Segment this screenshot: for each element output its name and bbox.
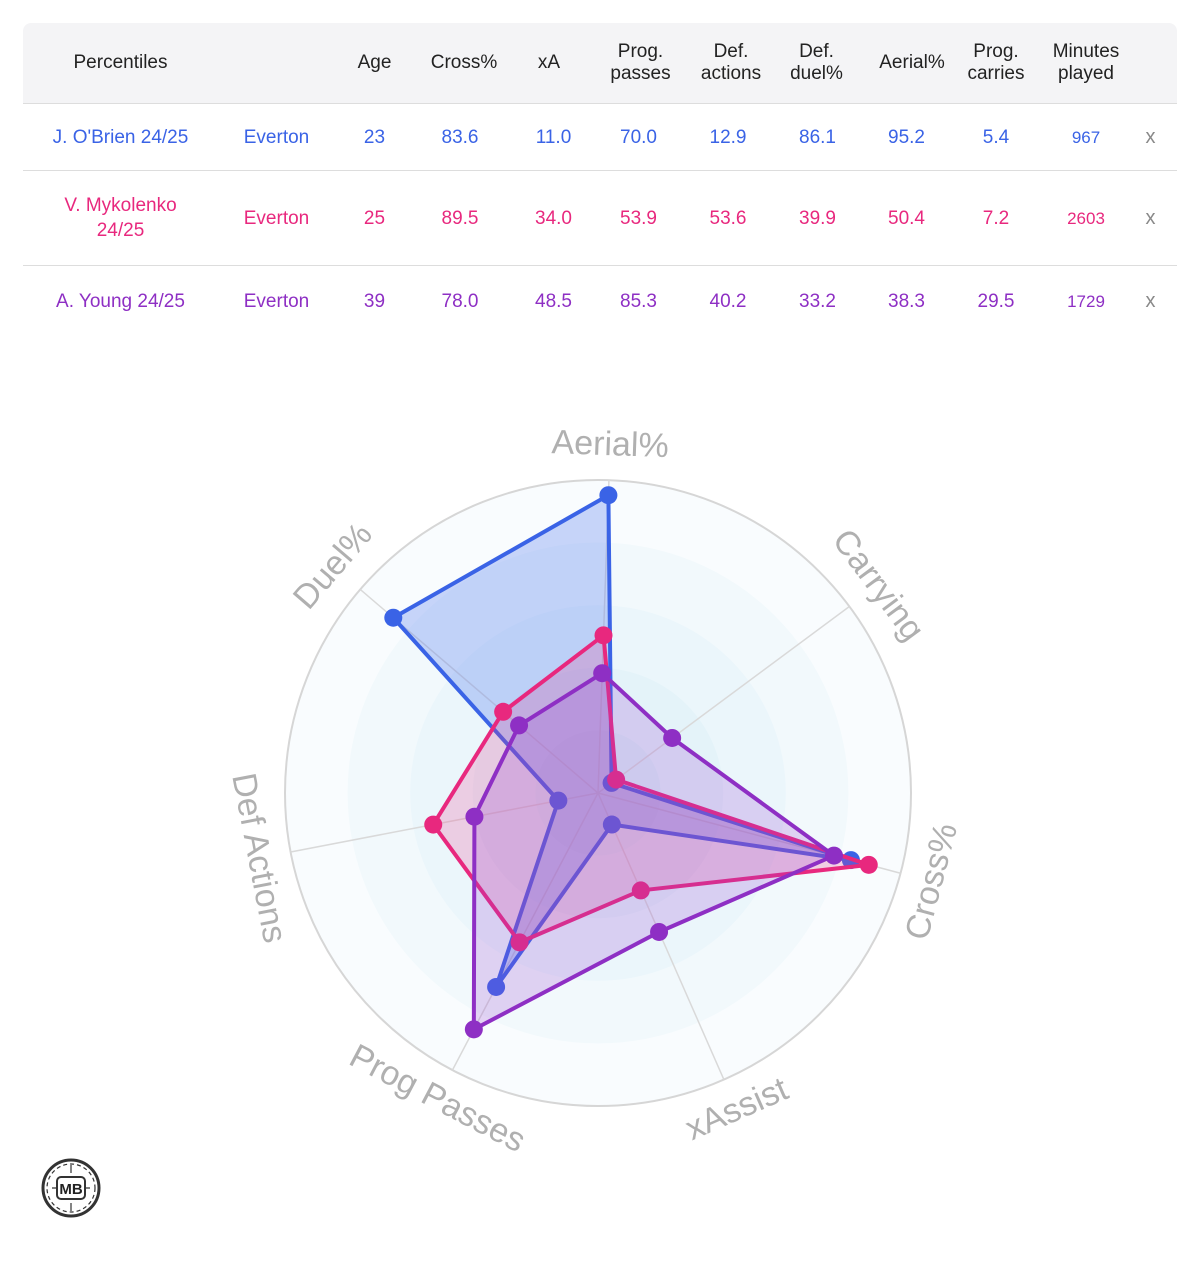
comparison-table: Percentiles Age Cross% xA Prog. passes D… [23, 23, 1177, 336]
cross-value: 83.6 [441, 126, 479, 148]
series-polygon [471, 671, 836, 1032]
table-header: Percentiles Age Cross% xA Prog. passes D… [23, 23, 1177, 104]
def-actions-value: 12.9 [709, 126, 747, 148]
data-point [424, 815, 443, 834]
remove-row-button[interactable]: x [1145, 289, 1156, 312]
aerial-value: 50.4 [888, 207, 925, 229]
header-def-duel[interactable]: Def. duel% [790, 41, 843, 84]
xa-value: 11.0 [535, 126, 572, 148]
data-point [510, 716, 529, 735]
team-name: Everton [243, 126, 310, 148]
minutes-value: 967 [1071, 127, 1101, 147]
prog-passes-value: 70.0 [620, 126, 657, 148]
table-row: J. O'Brien 24/25 Everton 23 83.6 11.0 70… [23, 104, 1177, 171]
data-point [510, 933, 529, 952]
xa-value: 34.0 [535, 207, 572, 229]
prog-passes-value: 85.3 [620, 290, 657, 312]
def-actions-value: 53.6 [709, 207, 747, 229]
def-actions-value: 40.2 [709, 290, 747, 312]
axis-spoke [597, 605, 850, 794]
data-point [464, 1020, 483, 1039]
data-point [607, 770, 626, 789]
table-row: A. Young 24/25 Everton 39 78.0 48.5 85.3… [23, 266, 1177, 336]
radar-chart: Aerial% Carrying Cross% xAssist Prog Passes D… [0, 380, 1200, 1180]
data-point [602, 815, 621, 834]
age-value: 39 [363, 290, 386, 312]
aerial-value: 38.3 [888, 290, 925, 312]
header-age[interactable]: Age [357, 52, 392, 73]
header-minutes-played[interactable]: Minutes played [1052, 41, 1120, 84]
data-point [650, 922, 669, 941]
data-point [824, 846, 843, 865]
mb-logo-icon: MB [41, 1158, 101, 1218]
prog-carries-value: 7.2 [982, 207, 1010, 229]
player-name: V. Mykolenko 24/25 [64, 195, 177, 241]
data-point [465, 807, 484, 826]
data-point [594, 626, 613, 645]
data-point [494, 702, 513, 721]
axis-spoke [290, 792, 599, 853]
data-point [631, 881, 650, 900]
remove-row-button[interactable]: x [1145, 125, 1156, 148]
minutes-value: 1729 [1067, 291, 1105, 311]
mb-logo: MB [40, 1157, 102, 1219]
prog-carries-value: 5.4 [982, 126, 1010, 148]
minutes-value: 2603 [1067, 208, 1105, 228]
data-point [549, 791, 568, 810]
data-point [593, 664, 612, 683]
age-value: 23 [363, 126, 386, 148]
player-name: J. O'Brien 24/25 [52, 126, 189, 148]
def-duel-value: 33.2 [799, 290, 836, 312]
xa-value: 48.5 [535, 290, 572, 312]
header-percentiles: Percentiles [73, 52, 168, 73]
data-point [487, 977, 506, 996]
header-prog-passes[interactable]: Prog. passes [610, 41, 671, 84]
prog-passes-value: 53.9 [620, 207, 657, 229]
series-polygon [391, 493, 853, 989]
age-value: 25 [363, 207, 386, 229]
header-aerial[interactable]: Aerial% [879, 52, 945, 73]
header-team [218, 23, 335, 103]
header-prog-carries[interactable]: Prog. carries [967, 41, 1025, 84]
table-row: V. Mykolenko 24/25 Everton 25 89.5 34.0 … [23, 171, 1177, 266]
team-name: Everton [243, 290, 310, 312]
team-name: Everton [243, 207, 310, 229]
data-point [859, 855, 878, 874]
header-def-actions[interactable]: Def. actions [700, 41, 762, 84]
header-cross[interactable]: Cross% [430, 52, 498, 73]
def-duel-value: 86.1 [799, 126, 836, 148]
cross-value: 89.5 [441, 207, 479, 229]
cross-value: 78.0 [441, 290, 479, 312]
logo-text: MB [59, 1181, 82, 1198]
def-duel-value: 39.9 [799, 207, 836, 229]
data-point [384, 608, 403, 627]
prog-carries-value: 29.5 [977, 290, 1015, 312]
data-point [599, 486, 618, 505]
data-point [663, 728, 682, 747]
remove-row-button[interactable]: x [1145, 206, 1156, 229]
player-name: A. Young 24/25 [56, 290, 185, 312]
aerial-value: 95.2 [888, 126, 925, 148]
axis-label: Def Actions [224, 770, 294, 946]
header-xa[interactable]: xA [537, 52, 561, 73]
axis-label: Aerial% [551, 423, 669, 465]
